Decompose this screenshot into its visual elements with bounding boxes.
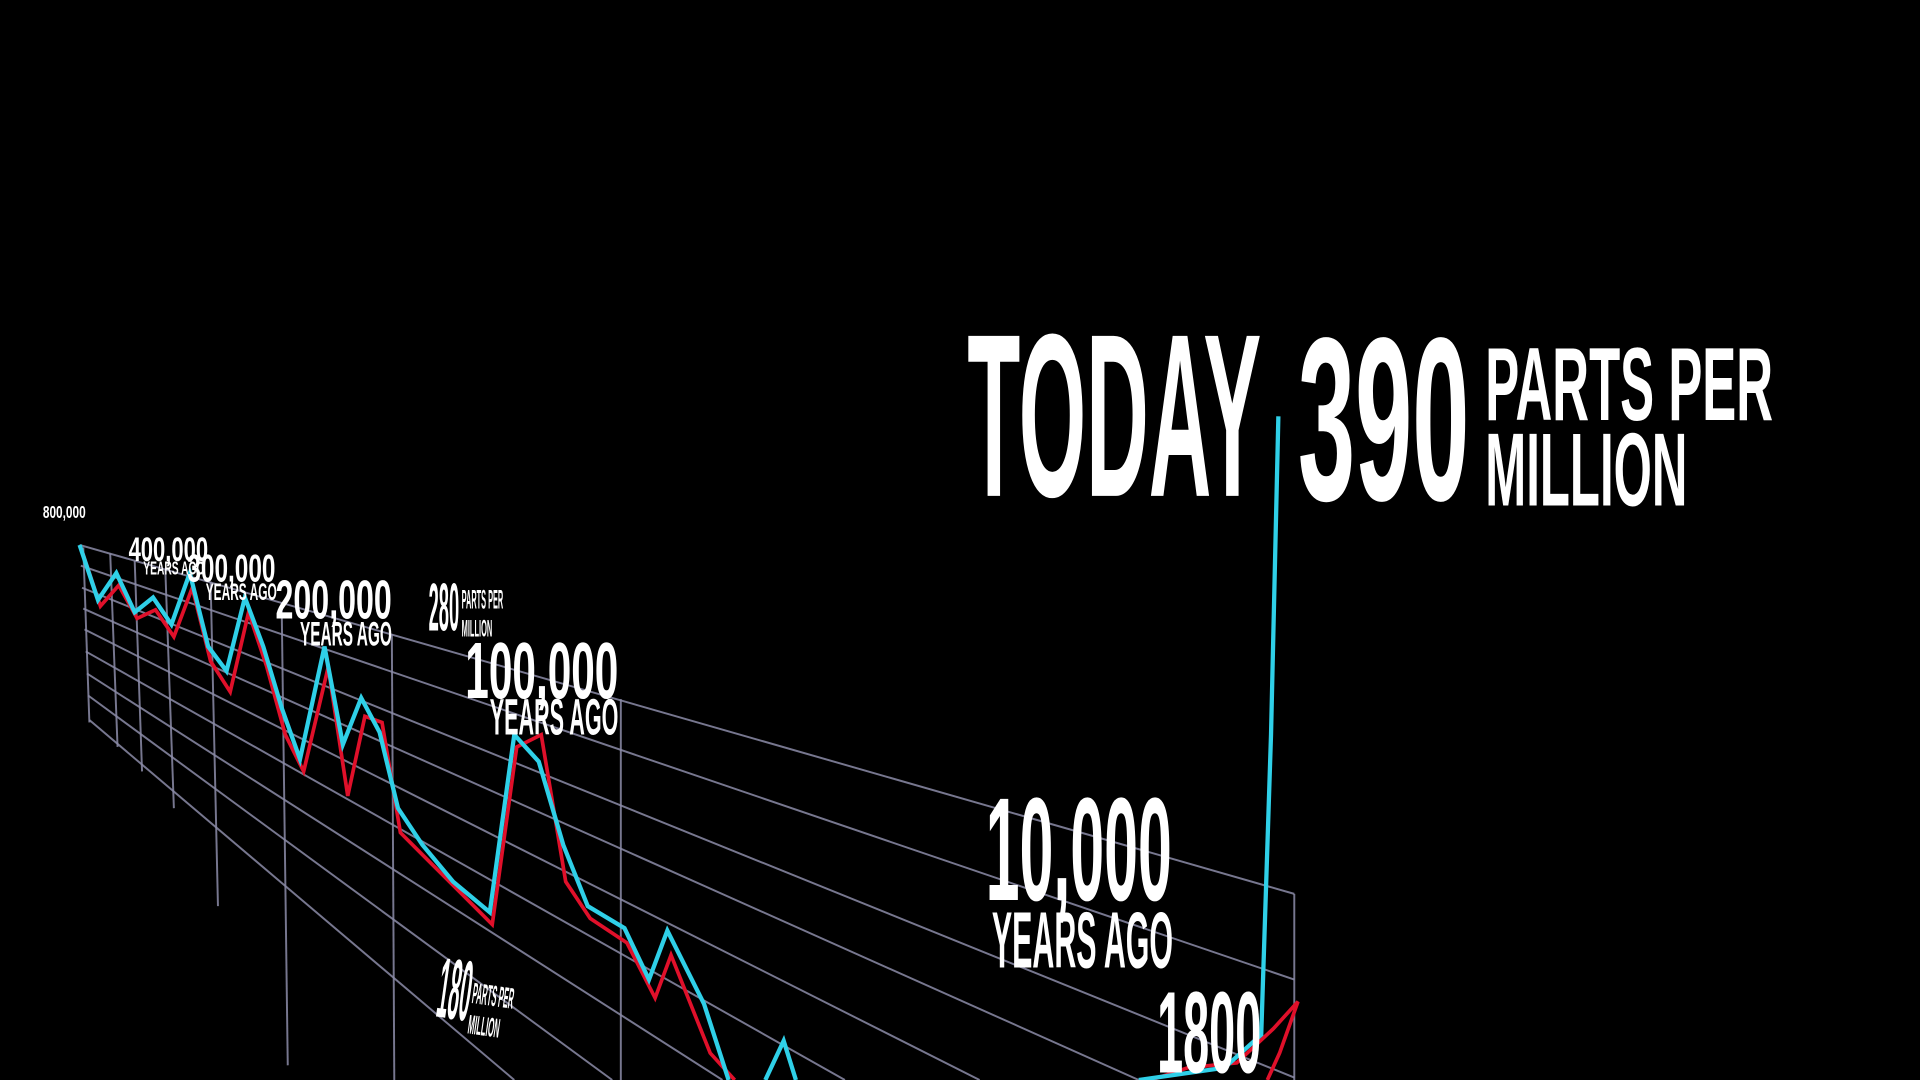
grid-line — [390, 634, 396, 1080]
grid-line — [82, 607, 1140, 1080]
co2-curve — [77, 544, 731, 1080]
grid-line — [80, 564, 1295, 981]
grid-line — [280, 602, 289, 1066]
grid-line — [133, 560, 144, 772]
grid-line — [82, 547, 91, 723]
grid-line — [164, 569, 175, 809]
today-label: TODAY — [967, 286, 1261, 546]
co2-curve — [763, 1034, 798, 1080]
unit-label: MILLION — [1485, 413, 1687, 529]
time-label: 100,000 — [465, 626, 618, 715]
time-sublabel: YEARS AGO — [143, 557, 204, 578]
time-sublabel: YEARS AGO — [992, 895, 1173, 984]
temperature-curve — [1150, 1000, 1300, 1080]
grid-line — [81, 586, 1295, 1079]
co2-curve — [1138, 416, 1281, 1080]
time-label: 10,000 — [986, 768, 1172, 932]
time-label: 300,000 — [187, 548, 275, 591]
time-label: 200,000 — [276, 568, 392, 630]
time-label: 400,000 — [129, 531, 209, 569]
perspective-grid — [79, 543, 1296, 1080]
grid-line — [86, 672, 723, 1080]
level-label: 280 — [429, 571, 460, 646]
grid-line — [85, 650, 846, 1080]
grid-line — [209, 581, 219, 907]
level-unit: PARTS PER — [462, 585, 504, 615]
time-label: 800,000 — [43, 502, 86, 522]
grid-line — [84, 628, 981, 1080]
level-unit: PARTS PER — [470, 977, 516, 1015]
time-sublabel: YEARS AGO — [490, 688, 619, 746]
level-unit: MILLION — [466, 1009, 502, 1043]
time-label: 1800 — [1157, 968, 1261, 1080]
unit-label: PARTS PER — [1485, 327, 1773, 443]
level-unit: MILLION — [462, 616, 493, 643]
today-value: 390 — [1298, 290, 1469, 550]
time-sublabel: YEARS AGO — [206, 579, 277, 606]
time-sublabel: YEARS AGO — [300, 615, 392, 653]
temperature-curve — [80, 550, 737, 1080]
grid-line — [87, 694, 613, 1080]
grid-line — [109, 553, 119, 747]
grid-line — [88, 719, 515, 1080]
